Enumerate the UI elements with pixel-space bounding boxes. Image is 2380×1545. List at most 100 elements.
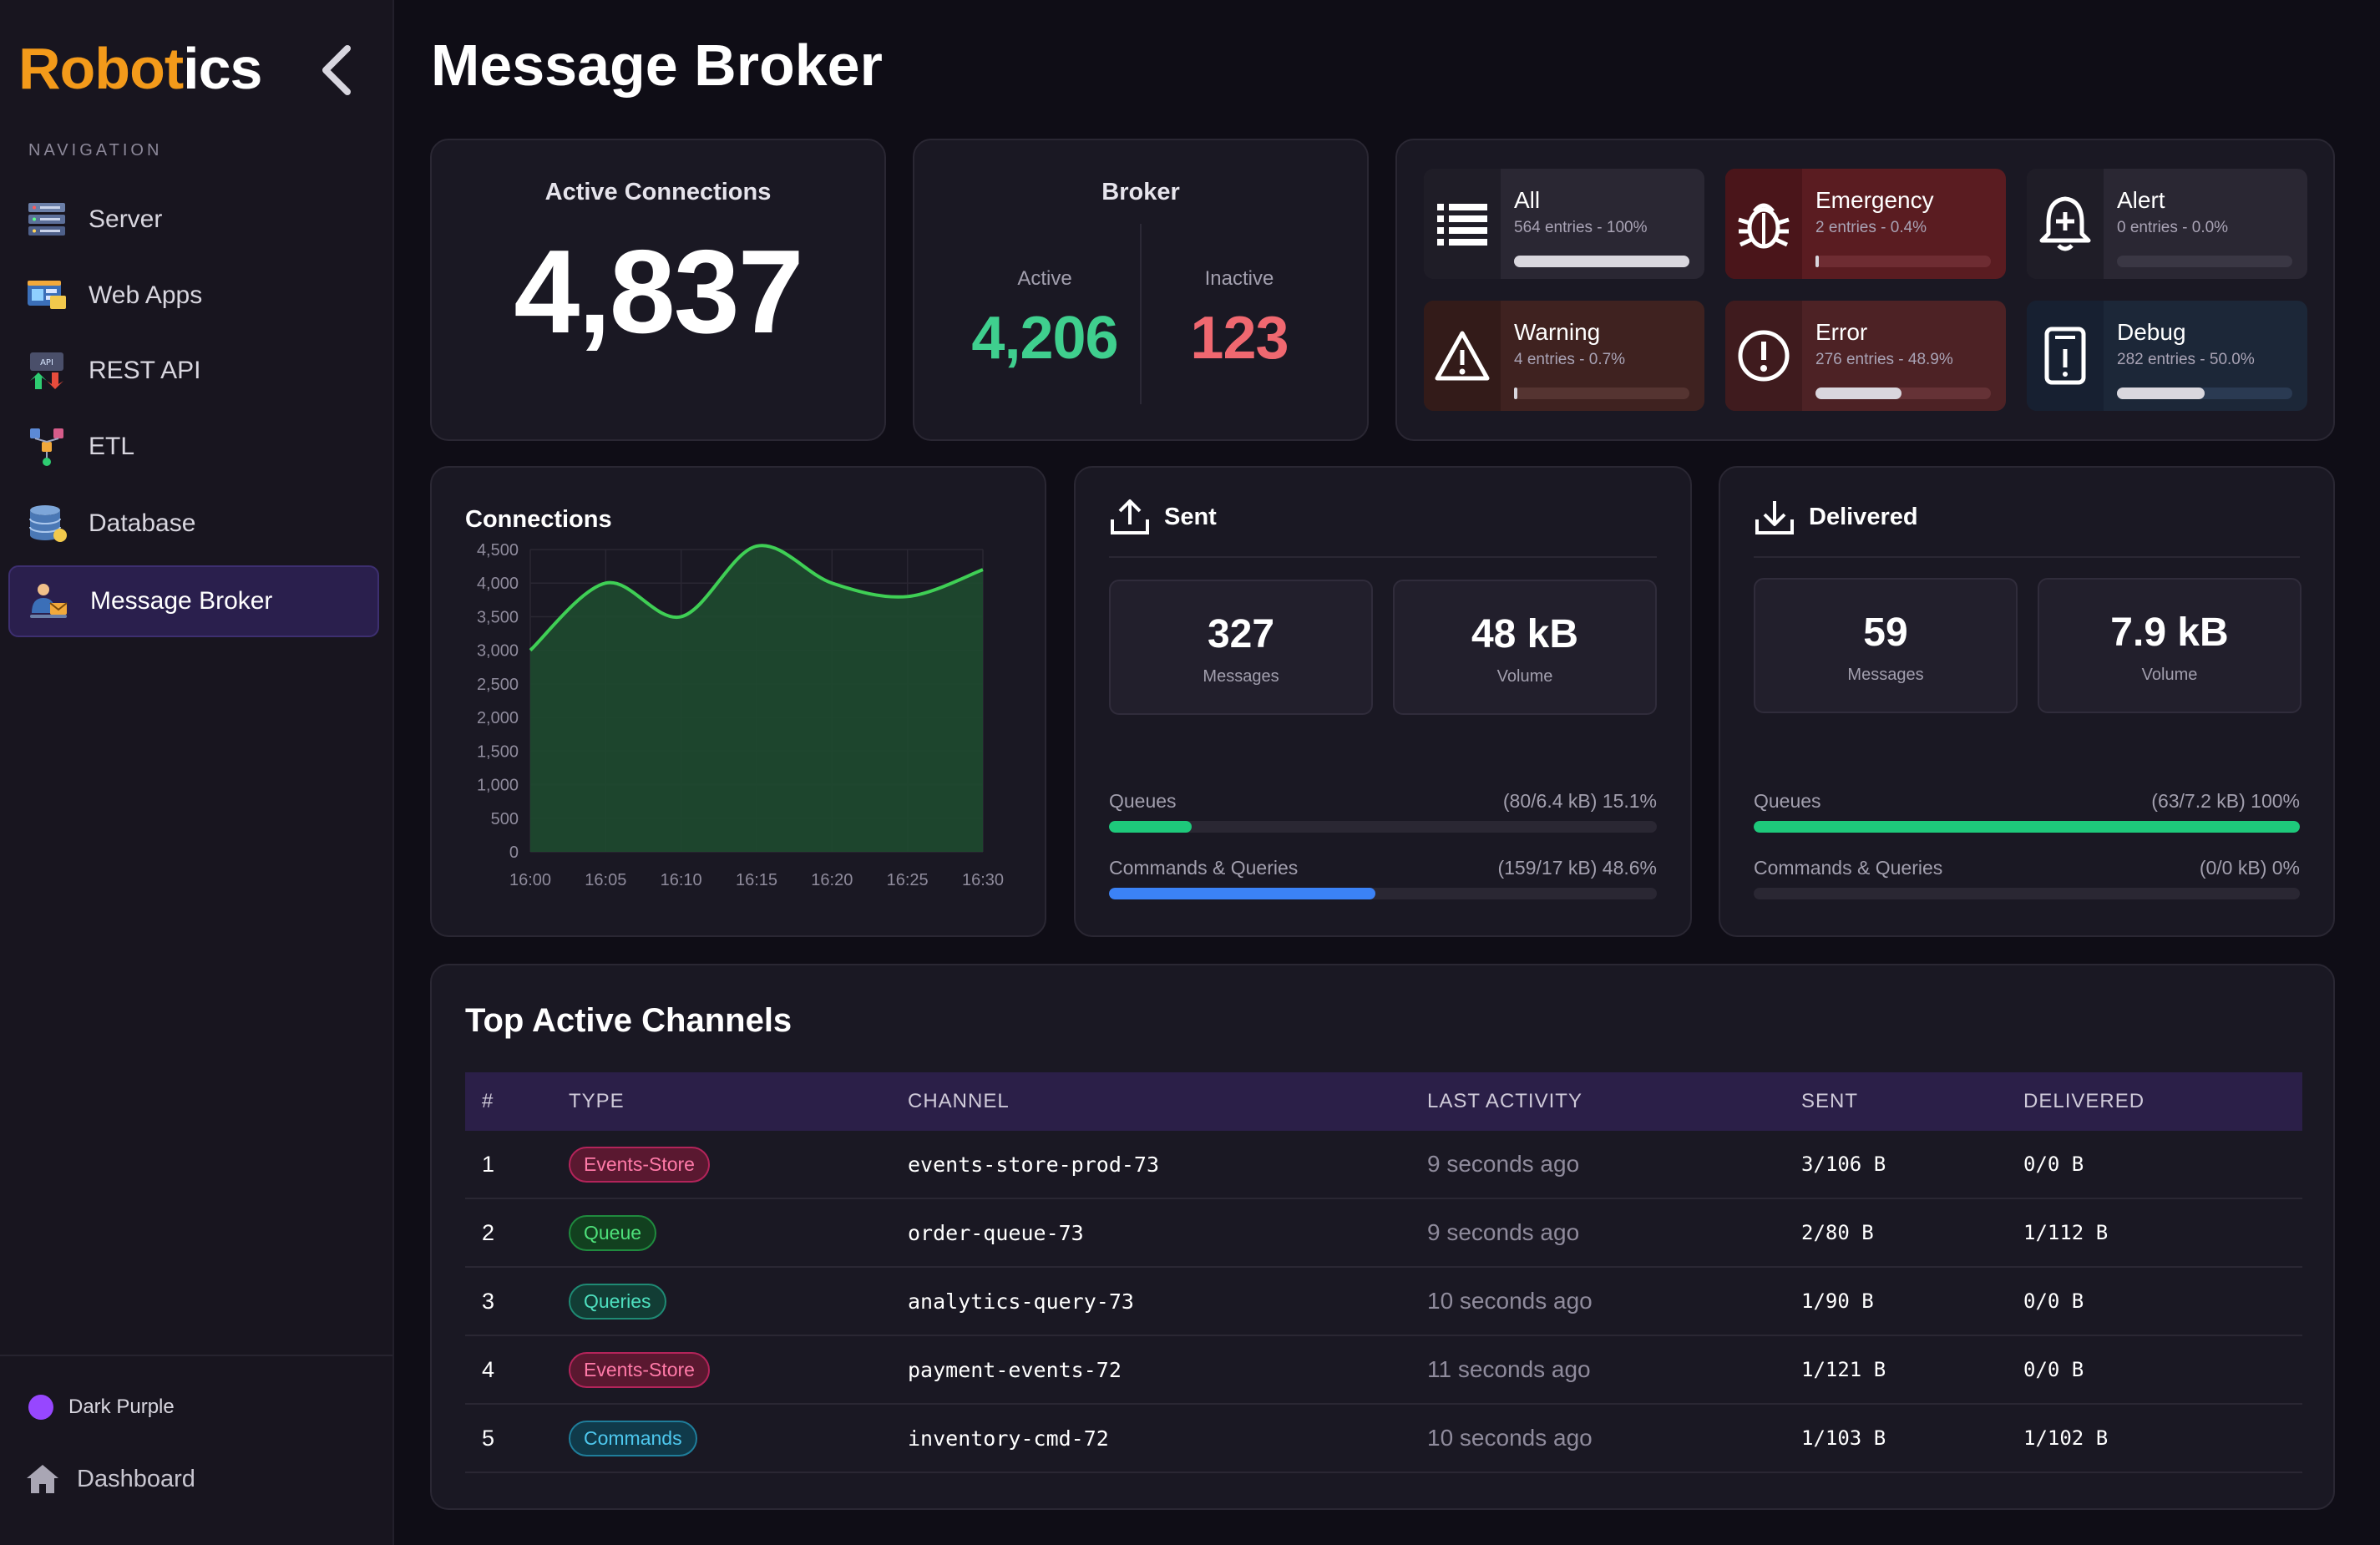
progress-track [1109,888,1657,899]
active-connections-value: 4,837 [514,225,803,358]
sent-card: Sent 327 Messages 48 kB Volume Queues (80… [1074,466,1692,937]
channel-name[interactable]: events-store-prod-73 [908,1152,1160,1177]
chart-y-tick-label: 4,000 [477,575,519,593]
column-header-last-activity[interactable]: LAST ACTIVITY [1427,1090,1582,1112]
server-icon [28,203,65,236]
log-tile-count: 564 entries - 100% [1514,219,1648,236]
last-activity: 11 seconds ago [1427,1356,1591,1382]
row-number: 3 [482,1288,495,1314]
log-tile-count: 0 entries - 0.0% [2117,219,2229,236]
home-icon [27,1465,58,1493]
chart-y-tick-label: 1,500 [477,742,519,761]
table-row[interactable]: 1 Events-Store events-store-prod-73 9 se… [465,1131,2302,1199]
log-tile-bar [1514,388,1689,399]
progress-label: Commands & Queries [1754,857,1943,879]
progress-fill [1109,821,1193,833]
log-tile-icon-box [1424,301,1501,411]
sidebar-item-message-broker[interactable]: Message Broker [8,565,379,637]
delivered-value: 0/0 B [2023,1358,2084,1381]
chart-area-fill [530,545,983,852]
log-tile-warning[interactable]: Warning 4 entries - 0.7% [1424,301,1704,411]
log-tile-count: 282 entries - 50.0% [2117,351,2255,368]
type-badge: Queue [569,1214,657,1251]
last-activity: 10 seconds ago [1427,1425,1593,1451]
log-tile-icon-box [2027,301,2104,411]
delivered-value: 1/102 B [2023,1426,2109,1450]
last-activity: 10 seconds ago [1427,1288,1593,1314]
sidebar-item-database[interactable]: Database [8,488,379,560]
table-row[interactable]: 2 Queue order-queue-73 9 seconds ago 2/8… [465,1199,2302,1268]
type-badge: Events-Store [569,1146,710,1183]
error-icon [1738,330,1790,382]
chart-y-tick-label: 0 [509,843,519,862]
log-tile-count: 2 entries - 0.4% [1815,219,1927,236]
column-header-num[interactable]: # [482,1090,494,1112]
delivered-value: 0/0 B [2023,1152,2084,1176]
progress-fill [1754,821,2300,833]
channels-title: Top Active Channels [465,1002,792,1039]
warning-icon [1435,331,1490,381]
channel-name[interactable]: analytics-query-73 [908,1289,1134,1314]
channel-name[interactable]: inventory-cmd-72 [908,1426,1109,1451]
download-icon [1755,501,1794,534]
log-levels-card: All 564 entries - 100% Emergency 2 entri [1395,139,2335,441]
dashboard-link[interactable]: Dashboard [25,1463,195,1495]
channel-name[interactable]: order-queue-73 [908,1220,1084,1245]
theme-switcher[interactable]: Dark Purple [28,1395,175,1420]
nav-heading: NAVIGATION [28,141,163,160]
sidebar-item-label: REST API [89,357,201,384]
type-badge: Commands [569,1420,697,1456]
delivered-divider [1754,556,2300,558]
column-header-channel[interactable]: CHANNEL [908,1090,1010,1112]
table-row[interactable]: 4 Events-Store payment-events-72 11 seco… [465,1336,2302,1405]
sidebar-item-label: Database [89,509,196,537]
table-row[interactable]: 5 Commands inventory-cmd-72 10 seconds a… [465,1405,2302,1473]
sent-value: 1/103 B [1801,1426,1886,1450]
sidebar-item-rest-api[interactable]: API REST API [8,335,379,407]
log-tile-bar [2117,388,2292,399]
log-tile-bar [1514,256,1689,267]
log-tile-emergency[interactable]: Emergency 2 entries - 0.4% [1725,169,2006,279]
broker-active-value: 4,206 [971,305,1118,372]
chart-y-tick-label: 2,000 [477,709,519,727]
sent-header: Sent [1109,498,1217,536]
progress-detail: (80/6.4 kB) 15.1% [1502,790,1657,812]
row-number: 5 [482,1425,495,1451]
collapse-sidebar-button[interactable] [311,40,364,100]
bell-icon [2039,196,2091,251]
sidebar-item-label: Web Apps [89,281,203,309]
brand-logo[interactable]: Robotics [18,36,262,101]
log-tile-name: Error [1815,319,1868,345]
sent-divider [1109,556,1657,558]
delivered-volume-label: Volume [2141,666,2198,684]
log-tile-error[interactable]: Error 276 entries - 48.9% [1725,301,2006,411]
page-title: Message Broker [431,33,883,98]
sidebar-item-web-apps[interactable]: Web Apps [8,260,379,332]
log-tile-debug[interactable]: Debug 282 entries - 50.0% [2027,301,2307,411]
chart-y-tick-label: 3,500 [477,608,519,626]
channels-card: Top Active Channels # TYPE CHANNEL LAST … [430,964,2335,1510]
list-icon [1437,204,1487,246]
log-tile-name: Emergency [1815,187,1934,213]
sent-messages-value: 327 [1207,612,1275,656]
delivered-value: 0/0 B [2023,1289,2084,1313]
table-row[interactable]: 3 Queries analytics-query-73 10 seconds … [465,1268,2302,1336]
chart-x-tick-label: 16:25 [887,871,929,889]
column-header-sent[interactable]: SENT [1801,1090,1859,1112]
column-header-delivered[interactable]: DELIVERED [2023,1090,2145,1112]
chart-x-tick-label: 16:10 [661,871,702,889]
sidebar-item-server[interactable]: Server [8,184,379,256]
chart-x-tick-label: 16:05 [585,871,626,889]
log-tile-alert[interactable]: Alert 0 entries - 0.0% [2027,169,2307,279]
delivered-header: Delivered [1754,498,1918,536]
progress-label: Commands & Queries [1109,857,1299,879]
column-header-type[interactable]: TYPE [569,1090,625,1112]
sidebar-item-etl[interactable]: ETL [8,411,379,483]
channel-name[interactable]: payment-events-72 [908,1357,1122,1382]
delivered-card: Delivered 59 Messages 7.9 kB Volume Queu… [1719,466,2335,937]
sent-messages-label: Messages [1203,667,1279,686]
delivered-messages-label: Messages [1847,666,1924,684]
log-tile-all[interactable]: All 564 entries - 100% [1424,169,1704,279]
log-tile-bar [1815,256,1991,267]
log-tile-name: Alert [2117,187,2165,213]
